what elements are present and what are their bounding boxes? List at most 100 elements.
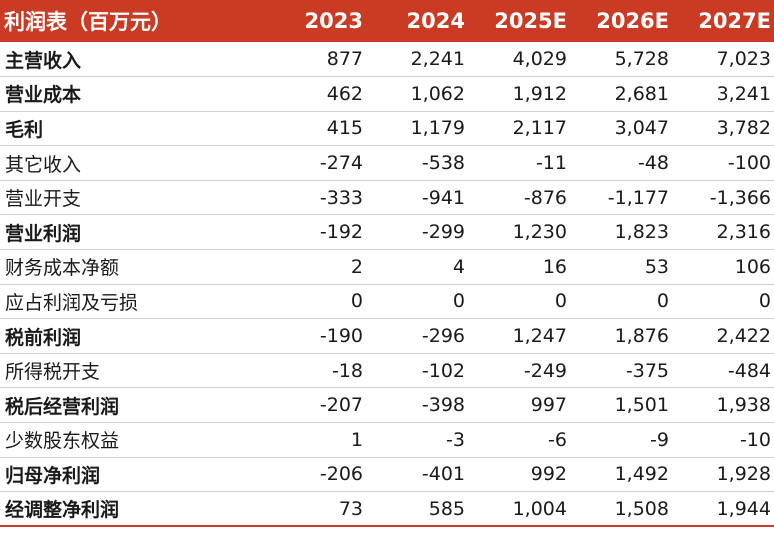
row-value: 2,681 bbox=[570, 76, 672, 112]
table-header: 利润表（百万元） 2023 2024 2025E 2026E 2027E bbox=[0, 0, 774, 42]
row-value: -100 bbox=[672, 145, 774, 181]
table-row: 税前利润 -190 -296 1,247 1,876 2,422 bbox=[0, 318, 774, 354]
table-title: 利润表（百万元） bbox=[4, 10, 172, 34]
year-header: 2023 bbox=[304, 9, 363, 33]
row-value: 1,928 bbox=[672, 457, 774, 493]
row-value: 1,230 bbox=[468, 214, 570, 251]
row-value: -3 bbox=[366, 422, 468, 458]
table-row: 营业利润 -192 -299 1,230 1,823 2,316 bbox=[0, 214, 774, 251]
row-value: -6 bbox=[468, 422, 570, 458]
row-value: 16 bbox=[468, 249, 570, 285]
table-row: 少数股东权益 1 -3 -6 -9 -10 bbox=[0, 422, 774, 458]
row-label: 税后经营利润 bbox=[0, 387, 264, 424]
row-value: 0 bbox=[672, 284, 774, 320]
row-value: -190 bbox=[264, 318, 366, 354]
table-row: 营业成本 462 1,062 1,912 2,681 3,241 bbox=[0, 76, 774, 112]
row-value: -1,366 bbox=[672, 180, 774, 216]
row-value: -11 bbox=[468, 145, 570, 181]
row-value: 1,823 bbox=[570, 214, 672, 251]
row-value: 73 bbox=[264, 491, 366, 528]
year-header: 2025E bbox=[494, 9, 567, 33]
row-value: -249 bbox=[468, 353, 570, 389]
row-value: 3,047 bbox=[570, 111, 672, 147]
row-value: -296 bbox=[366, 318, 468, 354]
row-value: 2,316 bbox=[672, 214, 774, 251]
row-value: 0 bbox=[264, 284, 366, 320]
row-value: -48 bbox=[570, 145, 672, 181]
row-value: 0 bbox=[468, 284, 570, 320]
row-value: 585 bbox=[366, 491, 468, 528]
table-row: 税后经营利润 -207 -398 997 1,501 1,938 bbox=[0, 387, 774, 424]
row-value: -398 bbox=[366, 387, 468, 424]
row-label: 营业成本 bbox=[0, 76, 264, 112]
row-value: 1,247 bbox=[468, 318, 570, 354]
table-row: 主营收入 877 2,241 4,029 5,728 7,023 bbox=[0, 42, 774, 78]
row-label: 其它收入 bbox=[0, 145, 264, 181]
row-value: -401 bbox=[366, 457, 468, 493]
header-row: 利润表（百万元） 2023 2024 2025E 2026E 2027E bbox=[0, 0, 774, 42]
row-value: -538 bbox=[366, 145, 468, 181]
year-header: 2027E bbox=[698, 9, 771, 33]
row-label: 营业开支 bbox=[0, 180, 264, 216]
row-value: 0 bbox=[570, 284, 672, 320]
row-value: 1,179 bbox=[366, 111, 468, 147]
row-label: 归母净利润 bbox=[0, 457, 264, 493]
row-value: 997 bbox=[468, 387, 570, 424]
row-value: 1,876 bbox=[570, 318, 672, 354]
row-label: 所得税开支 bbox=[0, 353, 264, 389]
row-value: 0 bbox=[366, 284, 468, 320]
table-row: 毛利 415 1,179 2,117 3,047 3,782 bbox=[0, 111, 774, 147]
row-value: 53 bbox=[570, 249, 672, 285]
row-value: -1,177 bbox=[570, 180, 672, 216]
row-value: 2,422 bbox=[672, 318, 774, 354]
row-value: -876 bbox=[468, 180, 570, 216]
row-label: 少数股东权益 bbox=[0, 422, 264, 458]
row-value: 4,029 bbox=[468, 42, 570, 78]
row-value: 877 bbox=[264, 42, 366, 78]
row-value: 3,782 bbox=[672, 111, 774, 147]
row-label: 经调整净利润 bbox=[0, 491, 264, 528]
row-label: 主营收入 bbox=[0, 42, 264, 78]
row-value: 2,117 bbox=[468, 111, 570, 147]
row-value: 7,023 bbox=[672, 42, 774, 78]
row-label: 财务成本净额 bbox=[0, 249, 264, 285]
year-header: 2026E bbox=[596, 9, 669, 33]
row-value: -299 bbox=[366, 214, 468, 251]
year-header: 2024 bbox=[406, 9, 465, 33]
table-row: 财务成本净额 2 4 16 53 106 bbox=[0, 249, 774, 285]
table-row: 所得税开支 -18 -102 -249 -375 -484 bbox=[0, 353, 774, 389]
row-value: 1,062 bbox=[366, 76, 468, 112]
row-value: 4 bbox=[366, 249, 468, 285]
row-value: 3,241 bbox=[672, 76, 774, 112]
row-value: -375 bbox=[570, 353, 672, 389]
row-value: 415 bbox=[264, 111, 366, 147]
row-value: 462 bbox=[264, 76, 366, 112]
row-value: -10 bbox=[672, 422, 774, 458]
row-value: 1 bbox=[264, 422, 366, 458]
row-value: 1,501 bbox=[570, 387, 672, 424]
row-value: 1,492 bbox=[570, 457, 672, 493]
row-label: 毛利 bbox=[0, 111, 264, 147]
table-body: 主营收入 877 2,241 4,029 5,728 7,023 营业成本 462 1,062 1… bbox=[0, 42, 774, 528]
row-label: 应占利润及亏损 bbox=[0, 284, 264, 320]
row-value: -18 bbox=[264, 353, 366, 389]
table-row: 经调整净利润 73 585 1,004 1,508 1,944 bbox=[0, 491, 774, 528]
row-value: -333 bbox=[264, 180, 366, 216]
row-value: 992 bbox=[468, 457, 570, 493]
row-value: 1,508 bbox=[570, 491, 672, 528]
row-value: -484 bbox=[672, 353, 774, 389]
row-value: -207 bbox=[264, 387, 366, 424]
row-value: -274 bbox=[264, 145, 366, 181]
row-label: 营业利润 bbox=[0, 214, 264, 251]
row-value: -192 bbox=[264, 214, 366, 251]
row-value: 2,241 bbox=[366, 42, 468, 78]
row-value: -206 bbox=[264, 457, 366, 493]
row-value: -9 bbox=[570, 422, 672, 458]
table-row: 应占利润及亏损 0 0 0 0 0 bbox=[0, 284, 774, 320]
row-value: 2 bbox=[264, 249, 366, 285]
table-row: 其它收入 -274 -538 -11 -48 -100 bbox=[0, 145, 774, 181]
row-label: 税前利润 bbox=[0, 318, 264, 354]
row-value: -941 bbox=[366, 180, 468, 216]
row-value: 1,938 bbox=[672, 387, 774, 424]
